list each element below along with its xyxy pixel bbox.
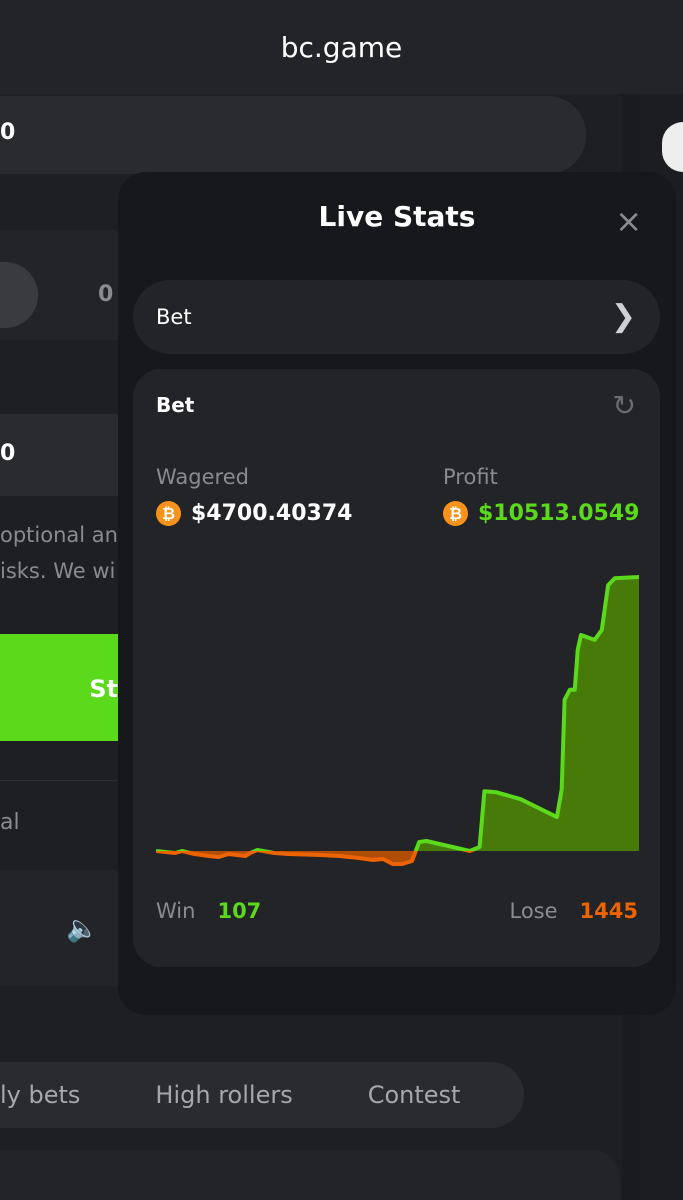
avatar[interactable] [662, 122, 683, 172]
selector-label: Bet [156, 305, 192, 329]
tab-my-bets[interactable]: ly bets [0, 1081, 81, 1109]
refresh-icon[interactable]: ↻ [612, 389, 636, 422]
profit-label: Profit [443, 465, 498, 489]
loss-area [156, 851, 639, 864]
bitcoin-icon: ₿ [443, 501, 468, 526]
close-icon[interactable]: × [615, 202, 642, 240]
profit-chart [156, 575, 639, 866]
amount-input[interactable] [0, 96, 586, 174]
speaker-icon[interactable]: 🔈 [66, 914, 99, 944]
row-label: al [0, 810, 20, 835]
bets-tabs: ly bets High rollers Contest [0, 1062, 524, 1128]
stats-card: Bet ↻ Wagered ₿ $4700.40374 Profit ₿ $1051… [133, 369, 660, 967]
win-stat: Win 107 [156, 899, 261, 923]
divider [0, 780, 130, 781]
chevron-right-icon: ❯ [610, 299, 636, 334]
lose-stat: Lose 1445 [510, 899, 639, 923]
profit-line [156, 575, 639, 851]
profit-area [156, 577, 639, 851]
toggle-value: 0 [98, 282, 114, 307]
stat-type-selector[interactable]: Bet ❯ [133, 280, 660, 354]
wagered-label: Wagered [156, 465, 249, 489]
bitcoin-icon: ₿ [156, 501, 181, 526]
amount-value: 0 [0, 120, 16, 145]
win-count: 107 [217, 899, 262, 923]
profit-amount: $10513.0549 [478, 501, 640, 526]
loss-line [156, 851, 476, 866]
top-bar: bc.game [0, 0, 683, 94]
amount-value-2: 0 [0, 441, 16, 466]
tab-contest[interactable]: Contest [367, 1081, 461, 1109]
lose-count: 1445 [579, 899, 638, 923]
start-button[interactable]: St [0, 634, 130, 741]
speaker-row [0, 870, 130, 986]
wagered-amount: $4700.40374 [191, 501, 353, 526]
modal-title: Live Stats [318, 200, 476, 233]
lose-label: Lose [509, 899, 558, 923]
bets-list [0, 1150, 620, 1200]
profit-value: ₿ $10513.0549 [443, 501, 639, 526]
wagered-value: ₿ $4700.40374 [156, 501, 352, 526]
win-label: Win [156, 899, 196, 923]
card-title: Bet [156, 393, 195, 417]
note-text: optional an [0, 523, 118, 547]
live-stats-modal: Live Stats × Bet ❯ Bet ↻ Wagered ₿ $4700.… [118, 172, 676, 1015]
amount-input-2[interactable] [0, 414, 130, 496]
tab-high-rollers[interactable]: High rollers [155, 1081, 293, 1109]
site-title: bc.game [280, 31, 403, 64]
note-text-2: isks. We wi [0, 559, 116, 583]
